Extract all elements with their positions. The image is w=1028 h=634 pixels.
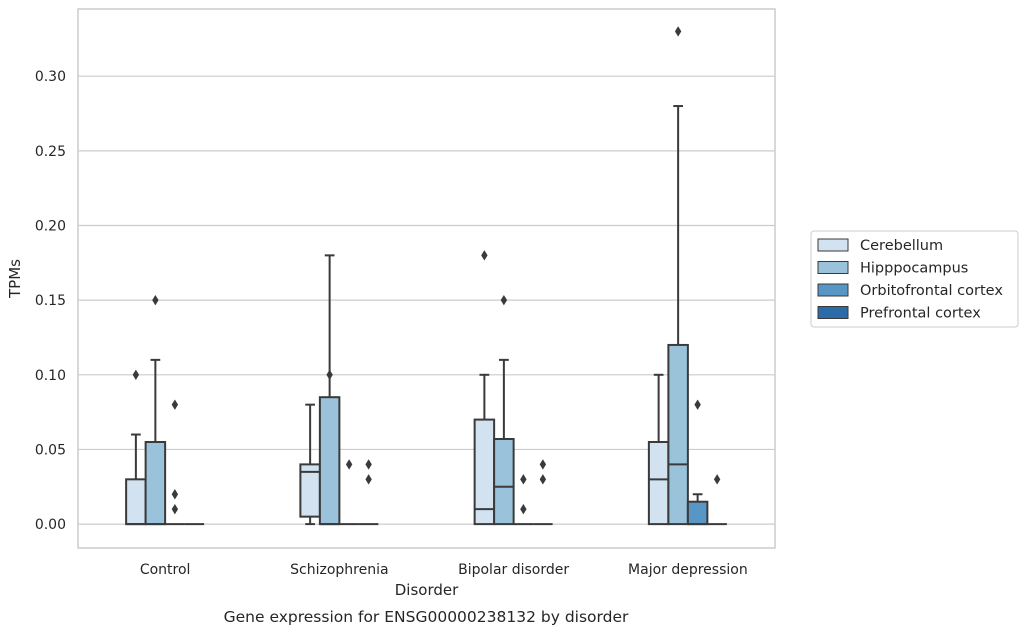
legend-swatch [817,238,849,252]
outlier-point [539,474,547,485]
legend-frame [810,230,1019,328]
legend-swatch [817,306,849,319]
outlier-point [132,369,140,381]
legend-swatch [817,261,849,274]
x-axis-ticks: Control Schizophrenia Bipolar disorder Majo… [140,562,748,578]
box-body [686,500,709,526]
outlier-point [520,503,527,515]
outlier-point [171,489,179,500]
box-body [493,438,515,526]
plot-frame [77,8,776,549]
x-tick-label: Schizophrenia [290,562,388,578]
y-axis-ticks: 0.00 0.05 0.10 0.15 0.20 0.25 0.30 [35,69,66,533]
chart-caption: Gene expression for ENSG00000238132 by d… [224,608,629,626]
y-tick-label: 0.20 [35,218,66,234]
outlier-point [713,474,721,485]
legend-label: Cerebellum [860,238,943,254]
x-axis-label: Disorder [395,581,459,599]
box-prefrontal-cortex [358,459,379,526]
legend-label: Orbitofrontal cortex [860,283,1003,299]
box-body [647,440,670,526]
x-tick-label: Major depression [628,562,748,578]
box-body [144,440,167,526]
y-axis-label: TPMs [6,259,24,299]
y-tick-label: 0.15 [35,293,66,309]
x-tick-label: Bipolar disorder [458,562,569,578]
x-tick-label: Control [140,562,191,578]
outlier-point [152,294,159,306]
box-cerebellum [473,250,496,526]
box-orbitofrontal-cortex [165,399,185,526]
box-body [318,396,341,526]
legend-label: Prefrontal cortex [860,306,981,322]
y-tick-label: 0.30 [35,69,66,85]
box-orbitofrontal-cortex [339,459,359,526]
boxplot-series [125,26,727,526]
box-body [667,343,689,526]
box-cerebellum [125,369,147,526]
outlier-point [171,503,179,515]
outlier-point [326,369,333,381]
box-body [125,478,147,526]
box-cerebellum [299,403,321,526]
box-prefrontal-cortex [707,474,727,526]
box-cerebellum [647,373,670,526]
box-hipppocampus [144,294,167,526]
legend-label: Hipppocampus [860,261,968,277]
outlier-point [520,474,527,485]
y-tick-label: 0.00 [35,517,66,533]
y-tick-label: 0.10 [35,368,66,384]
y-tick-label: 0.05 [35,442,66,458]
outlier-point [674,26,682,37]
legend: Cerebellum Hipppocampus Orbitofrontal cort… [810,230,1019,328]
gridlines [78,75,775,525]
outlier-point [345,459,353,470]
legend-swatch [817,283,849,297]
box-hipppocampus [667,26,689,526]
outlier-point [365,474,372,485]
outlier-point [481,250,488,261]
box-prefrontal-cortex [533,459,553,526]
y-tick-label: 0.25 [35,144,66,160]
box-orbitofrontal-cortex [686,399,709,526]
box-hipppocampus [318,254,341,526]
box-orbitofrontal-cortex [513,474,534,526]
outlier-point [694,399,701,410]
outlier-point [365,459,372,470]
outlier-point [171,399,179,410]
outlier-point [500,294,508,306]
outlier-point [539,459,547,470]
box-hipppocampus [493,294,515,526]
